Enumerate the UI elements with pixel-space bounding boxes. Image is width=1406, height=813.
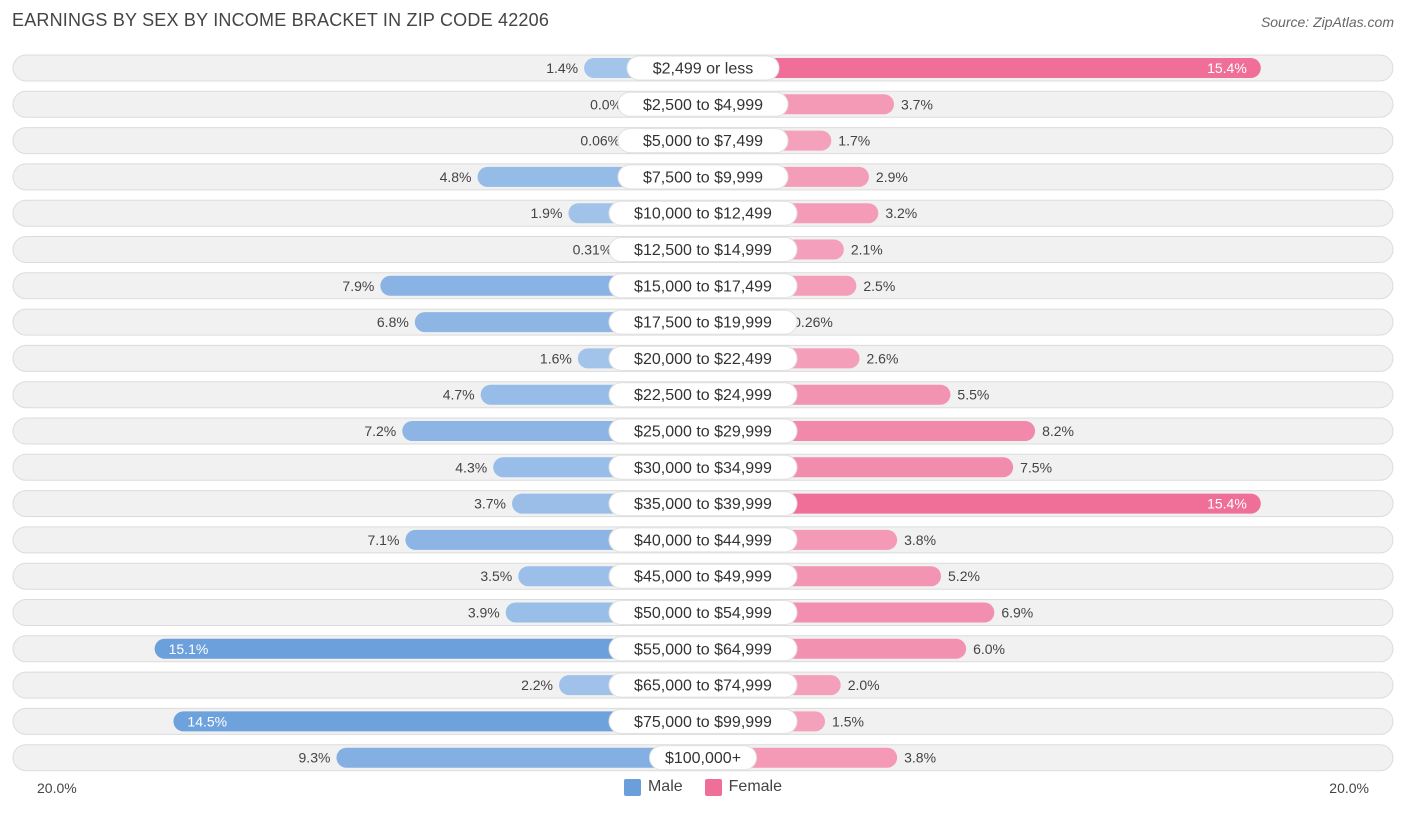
male-value-label: 15.1% bbox=[169, 641, 209, 657]
category-pill bbox=[617, 164, 789, 190]
female-value-label: 0.26% bbox=[793, 314, 833, 330]
category-pill bbox=[608, 418, 798, 444]
category-label: $15,000 to $17,499 bbox=[634, 278, 772, 295]
category-pill bbox=[608, 527, 798, 553]
female-value-label: 6.0% bbox=[973, 641, 1005, 657]
category-label: $22,500 to $24,999 bbox=[634, 387, 772, 404]
category-pill bbox=[649, 745, 757, 771]
category-pill bbox=[608, 636, 798, 662]
category-pill bbox=[608, 491, 798, 517]
male-value-label: 4.7% bbox=[443, 387, 475, 403]
female-value-label: 5.5% bbox=[957, 387, 989, 403]
category-pill bbox=[608, 708, 798, 734]
category-label: $25,000 to $29,999 bbox=[634, 424, 772, 441]
female-value-label: 5.2% bbox=[948, 568, 980, 584]
male-value-label: 4.8% bbox=[440, 169, 472, 185]
category-pill bbox=[617, 91, 789, 117]
category-label: $2,500 to $4,999 bbox=[643, 97, 763, 114]
female-value-label: 2.9% bbox=[876, 169, 908, 185]
category-label: $45,000 to $49,999 bbox=[634, 569, 772, 586]
male-value-label: 3.9% bbox=[468, 605, 500, 621]
category-pill bbox=[608, 345, 798, 371]
category-pill bbox=[608, 273, 798, 299]
female-value-label: 1.5% bbox=[832, 713, 864, 729]
category-label: $7,500 to $9,999 bbox=[643, 169, 763, 186]
female-value-label: 7.5% bbox=[1020, 459, 1052, 475]
legend-item-female[interactable]: Female bbox=[704, 778, 783, 796]
category-label: $2,499 or less bbox=[653, 61, 754, 78]
category-pill bbox=[617, 128, 789, 154]
male-value-label: 0.31% bbox=[573, 242, 613, 258]
category-pill bbox=[608, 382, 798, 408]
category-pill bbox=[608, 563, 798, 589]
male-value-label: 1.9% bbox=[531, 205, 563, 221]
axis-left-label: 20.0% bbox=[37, 780, 77, 796]
male-value-label: 9.3% bbox=[299, 750, 331, 766]
male-value-label: 0.06% bbox=[580, 133, 620, 149]
female-value-label: 3.7% bbox=[901, 96, 933, 112]
category-pill bbox=[626, 55, 780, 81]
category-pill bbox=[608, 454, 798, 480]
legend-label-female: Female bbox=[728, 778, 783, 795]
female-value-label: 1.7% bbox=[838, 133, 870, 149]
category-label: $65,000 to $74,999 bbox=[634, 678, 772, 695]
category-label: $10,000 to $12,499 bbox=[634, 206, 772, 223]
female-bar bbox=[703, 493, 1261, 514]
male-value-label: 0.0% bbox=[590, 96, 622, 112]
category-label: $12,500 to $14,999 bbox=[634, 242, 772, 259]
source-label: Source: ZipAtlas.com bbox=[1260, 14, 1394, 30]
female-value-label: 8.2% bbox=[1042, 423, 1074, 439]
male-value-label: 1.4% bbox=[546, 60, 578, 76]
female-value-label: 2.6% bbox=[867, 350, 899, 366]
male-value-label: 3.7% bbox=[474, 496, 506, 512]
female-value-label: 2.0% bbox=[848, 677, 880, 693]
category-label: $50,000 to $54,999 bbox=[634, 605, 772, 622]
male-value-label: 4.3% bbox=[455, 459, 487, 475]
category-label: $40,000 to $44,999 bbox=[634, 532, 772, 549]
category-pill bbox=[608, 200, 798, 226]
male-value-label: 2.2% bbox=[521, 677, 553, 693]
category-label: $100,000+ bbox=[665, 750, 741, 767]
female-value-label: 3.2% bbox=[885, 205, 917, 221]
category-label: $30,000 to $34,999 bbox=[634, 460, 772, 477]
female-value-label: 6.9% bbox=[1001, 605, 1033, 621]
male-bar bbox=[173, 711, 704, 732]
female-value-label: 2.1% bbox=[851, 242, 883, 258]
male-value-label: 1.6% bbox=[540, 350, 572, 366]
category-pill bbox=[608, 672, 798, 698]
male-value-label: 7.9% bbox=[342, 278, 374, 294]
legend: Male Female bbox=[0, 778, 1406, 796]
legend-swatch-male bbox=[623, 778, 641, 796]
axis-right-label: 20.0% bbox=[1329, 780, 1369, 796]
category-label: $75,000 to $99,999 bbox=[634, 714, 772, 731]
male-value-label: 3.5% bbox=[480, 568, 512, 584]
female-value-label: 3.8% bbox=[904, 532, 936, 548]
female-value-label: 15.4% bbox=[1207, 496, 1247, 512]
category-pill bbox=[608, 237, 798, 262]
category-label: $35,000 to $39,999 bbox=[634, 496, 772, 513]
female-value-label: 2.5% bbox=[863, 278, 895, 294]
female-bar bbox=[703, 58, 1261, 78]
chart-title: EARNINGS BY SEX BY INCOME BRACKET IN ZIP… bbox=[12, 10, 550, 30]
legend-swatch-female bbox=[704, 778, 722, 796]
category-label: $5,000 to $7,499 bbox=[643, 133, 763, 150]
male-bar bbox=[154, 638, 704, 659]
male-value-label: 14.5% bbox=[187, 713, 227, 729]
category-label: $20,000 to $22,499 bbox=[634, 351, 772, 368]
category-pill bbox=[608, 309, 798, 335]
female-value-label: 15.4% bbox=[1207, 60, 1247, 76]
male-value-label: 7.1% bbox=[367, 532, 399, 548]
category-label: $55,000 to $64,999 bbox=[634, 641, 772, 658]
male-value-label: 6.8% bbox=[377, 314, 409, 330]
category-pill bbox=[608, 600, 798, 625]
female-value-label: 3.8% bbox=[904, 750, 936, 766]
legend-item-male[interactable]: Male bbox=[623, 778, 683, 796]
legend-label-male: Male bbox=[647, 778, 683, 795]
category-label: $17,500 to $19,999 bbox=[634, 315, 772, 332]
male-bar bbox=[336, 747, 703, 768]
bar-chart: 1.4% 15.4% $2,499 or less 0.0% 3.7% $2,500 to… bbox=[12, 54, 1394, 772]
male-value-label: 7.2% bbox=[364, 423, 396, 439]
